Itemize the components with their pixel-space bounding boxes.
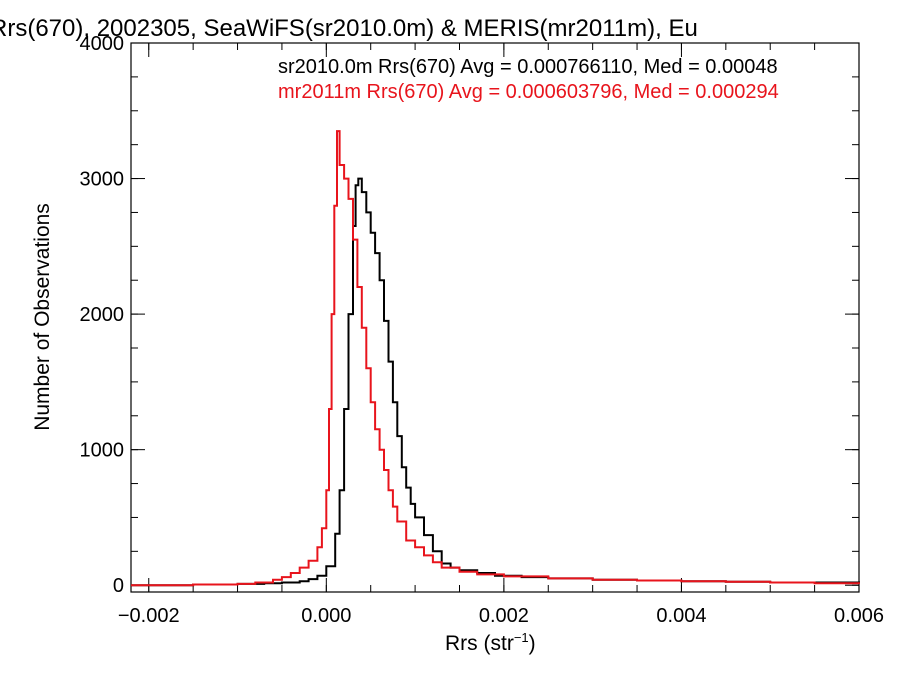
chart-title: Rrs(670), 2002305, SeaWiFS(sr2010.0m) & … [0,15,698,42]
x-tick-label: −0.002 [118,605,180,627]
axis-ticks [131,42,860,592]
series-stat-sr2010: sr2010.0m Rrs(670) Avg = 0.000766110, Me… [278,56,778,78]
x-axis-label-sup: −1 [514,630,529,645]
x-tick-label: 0.006 [834,605,884,627]
x-tick-label: 0.000 [301,605,351,627]
series-line-mr2011 [131,130,860,587]
series-stat-mr2011: mr2011m Rrs(670) Avg = 0.000603796, Med … [278,81,779,103]
x-axis-label-main: Rrs (str [445,632,514,655]
y-tick-label: 3000 [80,169,125,191]
x-tick-label: 0.004 [656,605,706,627]
plot-series [131,130,860,587]
y-tick-label: 2000 [80,304,125,326]
y-tick-label: 0 [113,575,124,597]
x-tick-labels: −0.002 0.000 0.002 0.004 0.006 [118,605,884,627]
x-axis-label-close: ) [529,632,536,655]
y-tick-label: 4000 [80,33,125,55]
x-axis-label: Rrs (str−1) [445,630,536,655]
plot-frame [130,42,860,593]
y-tick-label: 1000 [80,440,125,462]
series-line-sr2010 [131,177,860,587]
y-axis-label: Number of Observations [31,203,54,431]
x-tick-label: 0.002 [479,605,529,627]
y-tick-labels: 0 1000 2000 3000 4000 [80,33,125,597]
